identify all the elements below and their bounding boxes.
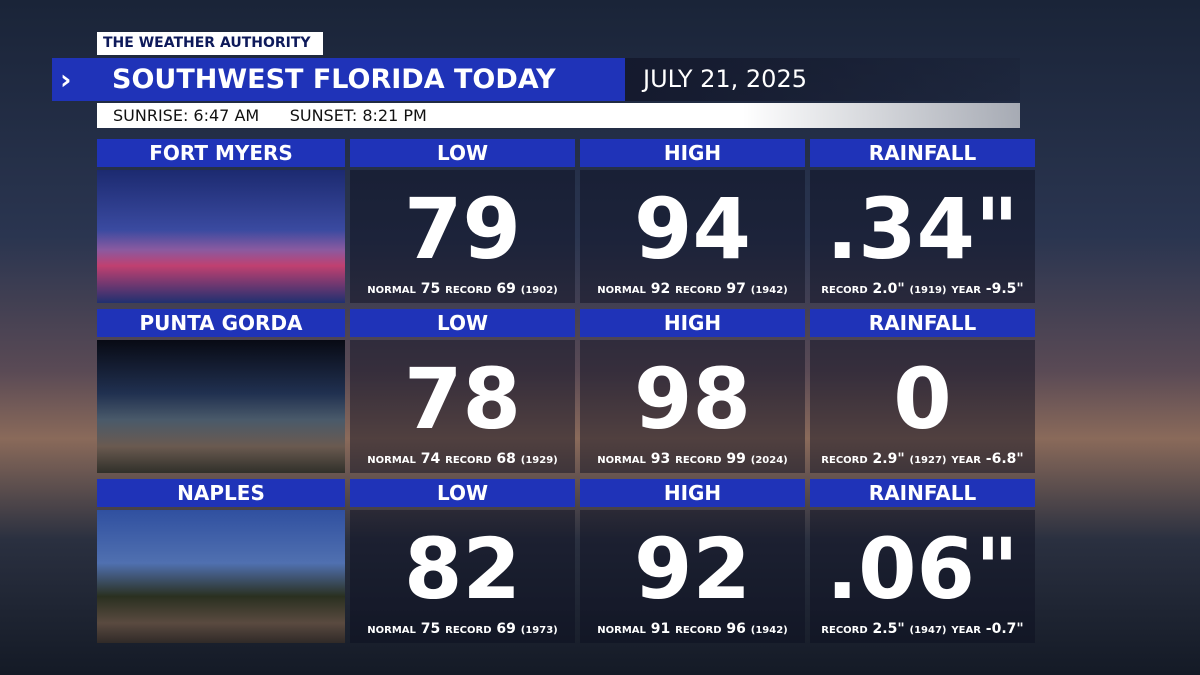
sunset-label: SUNSET: (289, 106, 358, 125)
record-label: RECORD (445, 285, 492, 296)
stats-line: NORMAL 75 RECORD 69 (1973) (350, 621, 575, 637)
normal-label: NORMAL (367, 285, 416, 296)
record-label: RECORD (821, 285, 868, 296)
record-label: RECORD (445, 455, 492, 466)
record-label: RECORD (445, 625, 492, 636)
value: 82 (404, 520, 521, 618)
column-header: HIGH (580, 309, 805, 337)
stats-line: RECORD 2.0" (1919) YEAR -9.5" (810, 281, 1035, 297)
value: 98 (634, 350, 751, 448)
year-label: YEAR (951, 455, 981, 466)
cell-bg (810, 340, 1035, 473)
normal-label: NORMAL (367, 625, 416, 636)
record-year: (1919) (909, 285, 947, 296)
cell-bg (350, 510, 575, 643)
column-header: HIGH (580, 139, 805, 167)
value: 94 (634, 180, 751, 278)
record-label: RECORD (675, 455, 722, 466)
year-label: YEAR (951, 625, 981, 636)
column-header: LOW (350, 479, 575, 507)
normal: 74 (420, 451, 441, 467)
value: .06" (826, 520, 1019, 618)
stats-line: NORMAL 74 RECORD 68 (1929) (350, 451, 575, 467)
stats-line: NORMAL 91 RECORD 96 (1942) (580, 621, 805, 637)
stats-line: NORMAL 93 RECORD 99 (2024) (580, 451, 805, 467)
record-label: RECORD (821, 455, 868, 466)
cell-bg (350, 340, 575, 473)
date: JULY 21, 2025 (625, 58, 1020, 101)
year-departure: -0.7" (985, 621, 1024, 637)
normal: 93 (650, 451, 671, 467)
record: 69 (496, 621, 516, 637)
record: 97 (726, 281, 746, 297)
normal: 75 (420, 621, 441, 637)
normal: 75 (420, 281, 441, 297)
column-header: RAINFALL (810, 139, 1035, 167)
record-year: (1947) (909, 625, 947, 636)
cell-bg (580, 170, 805, 303)
normal-label: NORMAL (597, 455, 646, 466)
brand: THE WEATHER AUTHORITY (97, 32, 323, 55)
record-label: RECORD (675, 285, 722, 296)
value: 78 (404, 350, 521, 448)
stats-line: NORMAL 75 RECORD 69 (1902) (350, 281, 575, 297)
city-photo (97, 510, 345, 643)
normal: 91 (650, 621, 671, 637)
title: SOUTHWEST FLORIDA TODAY (52, 58, 625, 101)
record-year: (1973) (520, 625, 558, 636)
record: 2.0" (872, 281, 905, 297)
record-year: (1902) (520, 285, 558, 296)
record: 96 (726, 621, 746, 637)
stats-line: RECORD 2.5" (1947) YEAR -0.7" (810, 621, 1035, 637)
record-year: (2024) (750, 455, 788, 466)
year-departure: -9.5" (985, 281, 1024, 297)
sunset: 8:21 PM (362, 106, 427, 125)
column-header: RAINFALL (810, 479, 1035, 507)
city-name: NAPLES (97, 479, 345, 507)
stats-line: RECORD 2.9" (1927) YEAR -6.8" (810, 451, 1035, 467)
column-header: RAINFALL (810, 309, 1035, 337)
city-photo (97, 170, 345, 303)
cell-bg (810, 510, 1035, 643)
chevron-icon: › (60, 63, 72, 96)
normal-label: NORMAL (597, 285, 646, 296)
column-header: LOW (350, 139, 575, 167)
record: 99 (726, 451, 746, 467)
record: 68 (496, 451, 516, 467)
record-year: (1942) (750, 285, 788, 296)
sunrise-label: SUNRISE: (113, 106, 189, 125)
record-label: RECORD (821, 625, 868, 636)
column-header: HIGH (580, 479, 805, 507)
record-year: (1927) (909, 455, 947, 466)
record-label: RECORD (675, 625, 722, 636)
value: .34" (826, 180, 1019, 278)
record-year: (1929) (520, 455, 558, 466)
cell-bg (580, 340, 805, 473)
sun-bar: SUNRISE: 6:47 AM SUNSET: 8:21 PM (97, 103, 1020, 128)
year-label: YEAR (951, 285, 981, 296)
cell-bg (580, 510, 805, 643)
record-year: (1942) (750, 625, 788, 636)
record: 2.9" (872, 451, 905, 467)
value: 92 (634, 520, 751, 618)
value: 79 (404, 180, 521, 278)
record: 69 (496, 281, 516, 297)
year-departure: -6.8" (985, 451, 1024, 467)
cell-bg (350, 170, 575, 303)
value: 0 (893, 350, 952, 448)
city-name: PUNTA GORDA (97, 309, 345, 337)
normal: 92 (650, 281, 671, 297)
normal-label: NORMAL (367, 455, 416, 466)
city-photo (97, 340, 345, 473)
column-header: LOW (350, 309, 575, 337)
stats-line: NORMAL 92 RECORD 97 (1942) (580, 281, 805, 297)
city-name: FORT MYERS (97, 139, 345, 167)
record: 2.5" (872, 621, 905, 637)
sunrise: 6:47 AM (193, 106, 260, 125)
normal-label: NORMAL (597, 625, 646, 636)
cell-bg (810, 170, 1035, 303)
